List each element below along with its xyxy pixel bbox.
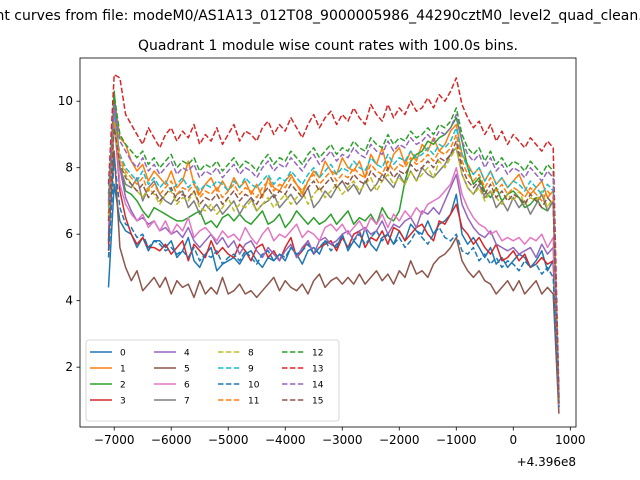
legend-label-15: 15 — [312, 397, 323, 407]
series-line-13 — [107, 73, 560, 394]
y-tick-label: 8 — [65, 161, 73, 175]
plot-area — [107, 73, 560, 414]
series-line-11 — [107, 120, 560, 401]
legend-label-14: 14 — [312, 381, 324, 391]
legend-label-0: 0 — [120, 349, 126, 359]
legend-label-2: 2 — [120, 381, 126, 391]
series-line-4 — [107, 107, 560, 404]
x-tick-label: −7000 — [94, 433, 135, 447]
legend-label-4: 4 — [184, 349, 190, 359]
series-line-10 — [107, 156, 560, 408]
figure-suptitle: Light curves from file: modeM0/AS1A13_01… — [0, 8, 640, 24]
series-line-5 — [107, 150, 560, 414]
series-line-7 — [107, 103, 560, 404]
legend-label-12: 12 — [312, 349, 323, 359]
x-tick-label: 0 — [509, 433, 517, 447]
x-tick-label: −6000 — [151, 433, 192, 447]
x-tick-label: −3000 — [322, 433, 363, 447]
x-tick-label: 1000 — [555, 433, 586, 447]
series-line-1 — [107, 97, 560, 401]
series-line-3 — [107, 117, 560, 408]
y-tick-label: 6 — [65, 227, 73, 241]
legend-label-10: 10 — [248, 381, 260, 391]
y-tick-label: 4 — [65, 294, 73, 308]
legend-box — [85, 339, 340, 422]
series-line-2 — [107, 90, 560, 401]
x-tick-label: −4000 — [265, 433, 306, 447]
legend-label-1: 1 — [120, 365, 126, 375]
axes-frame — [79, 57, 577, 428]
series-line-15 — [107, 127, 560, 404]
legend-label-7: 7 — [184, 397, 190, 407]
x-axis: −7000 −6000 −5000 −4000 −3000 −2000 −1000 0 1000 — [94, 427, 586, 447]
series-line-14 — [107, 103, 560, 398]
legend-label-3: 3 — [120, 397, 126, 407]
x-offset-label: +4.396e8 — [517, 455, 576, 469]
legend-label-5: 5 — [184, 365, 190, 375]
x-tick-label: −1000 — [436, 433, 477, 447]
x-tick-label: −2000 — [379, 433, 420, 447]
legend-label-13: 13 — [312, 365, 323, 375]
chart-title: Quadrant 1 module wise count rates with … — [138, 38, 518, 54]
legend-label-8: 8 — [248, 349, 254, 359]
legend-label-9: 9 — [248, 365, 254, 375]
y-axis: 2 4 6 8 10 — [58, 94, 80, 374]
series-line-12 — [107, 93, 560, 398]
series-line-8 — [107, 123, 560, 401]
y-tick-label: 10 — [58, 94, 73, 108]
legend-label-11: 11 — [248, 397, 259, 407]
legend-label-6: 6 — [184, 381, 190, 391]
series-line-6 — [107, 113, 560, 408]
y-tick-label: 2 — [65, 360, 73, 374]
x-tick-label: −5000 — [208, 433, 249, 447]
